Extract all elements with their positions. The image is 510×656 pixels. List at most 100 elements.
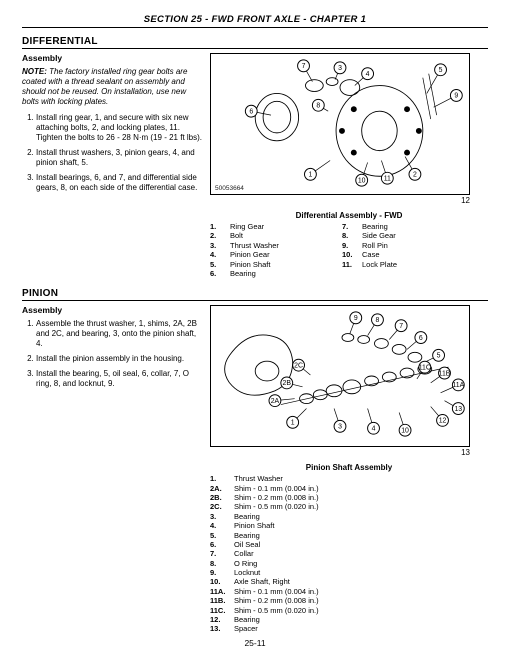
parts-cell: 10.	[342, 250, 358, 259]
parts-num: 3.	[210, 512, 230, 521]
svg-text:8: 8	[316, 103, 320, 110]
step-item: Assemble the thrust washer, 1, shims, 2A…	[36, 319, 202, 349]
svg-text:5: 5	[437, 353, 441, 360]
parts-num: 10.	[210, 577, 230, 586]
differential-fignum: 12	[210, 196, 470, 205]
parts-text: Shim - 0.5 mm (0.020 in.)	[234, 502, 470, 511]
svg-text:3: 3	[338, 65, 342, 72]
parts-num: 11B.	[210, 596, 230, 605]
step-item: Install the bearing, 5, oil seal, 6, col…	[36, 369, 202, 389]
svg-text:3: 3	[338, 424, 342, 431]
svg-text:4: 4	[366, 71, 370, 78]
differential-parts-title: Differential Assembly - FWD	[210, 211, 488, 220]
pinion-subhead: Assembly	[22, 305, 202, 315]
step-item: Install thrust washers, 3, pinion gears,…	[36, 148, 202, 168]
parts-num: 5.	[210, 531, 230, 540]
pinion-title: PINION	[22, 288, 488, 301]
parts-cell: Pinion Shaft	[230, 260, 338, 269]
svg-text:6: 6	[419, 335, 423, 342]
pinion-parts: 1.Thrust Washer2A.Shim - 0.1 mm (0.004 i…	[210, 474, 470, 633]
parts-cell: Pinion Gear	[230, 250, 338, 259]
svg-text:11C: 11C	[419, 365, 431, 372]
parts-cell: Bearing	[362, 222, 470, 231]
svg-text:9: 9	[454, 93, 458, 100]
parts-text: Spacer	[234, 624, 470, 633]
step-item: Install ring gear, 1, and secure with si…	[36, 113, 202, 143]
parts-cell: 11.	[342, 260, 358, 269]
parts-text: Bearing	[234, 615, 470, 624]
note-label: NOTE:	[22, 67, 47, 76]
parts-cell	[342, 269, 358, 278]
differential-figref: 50053664	[215, 185, 244, 192]
differential-columns: Assembly NOTE: The factory installed rin…	[22, 53, 488, 278]
svg-text:7: 7	[399, 323, 403, 330]
parts-text: Shim - 0.1 mm (0.004 in.)	[234, 587, 470, 596]
page-header: SECTION 25 - FWD FRONT AXLE - CHAPTER 1	[22, 14, 488, 27]
parts-num: 2B.	[210, 493, 230, 502]
parts-text: O Ring	[234, 559, 470, 568]
parts-num: 1.	[210, 474, 230, 483]
differential-right: 7345968110112 50053664 12 Differential A…	[210, 53, 488, 278]
parts-cell: 8.	[342, 231, 358, 240]
parts-num: 11C.	[210, 606, 230, 615]
parts-text: Thrust Washer	[234, 474, 470, 483]
svg-text:8: 8	[376, 317, 380, 324]
parts-cell: Case	[362, 250, 470, 259]
parts-num: 2C.	[210, 502, 230, 511]
parts-cell: Ring Gear	[230, 222, 338, 231]
svg-text:11: 11	[384, 176, 391, 183]
pinion-parts-title: Pinion Shaft Assembly	[210, 463, 488, 472]
svg-text:2C: 2C	[294, 363, 303, 370]
svg-text:1: 1	[309, 172, 313, 179]
svg-text:11B: 11B	[439, 371, 451, 378]
note-body: The factory installed ring gear bolts ar…	[22, 67, 187, 106]
parts-cell: 7.	[342, 222, 358, 231]
differential-diagram: 7345968110112	[211, 54, 469, 194]
parts-text: Locknut	[234, 568, 470, 577]
parts-text: Shim - 0.2 mm (0.008 in.)	[234, 493, 470, 502]
parts-cell: Bolt	[230, 231, 338, 240]
svg-text:6: 6	[249, 109, 253, 116]
parts-text: Oil Seal	[234, 540, 470, 549]
parts-cell	[362, 269, 470, 278]
svg-text:10: 10	[401, 428, 409, 435]
parts-num: 4.	[210, 521, 230, 530]
parts-num: 6.	[210, 540, 230, 549]
parts-cell: 9.	[342, 241, 358, 250]
parts-cell: Thrust Washer	[230, 241, 338, 250]
pinion-left: Assembly Assemble the thrust washer, 1, …	[22, 305, 202, 633]
parts-num: 9.	[210, 568, 230, 577]
svg-text:2B: 2B	[283, 380, 292, 387]
differential-title: DIFFERENTIAL	[22, 36, 488, 49]
parts-text: Bearing	[234, 531, 470, 540]
parts-cell: 2.	[210, 231, 226, 240]
svg-text:2: 2	[413, 172, 417, 179]
pinion-figure: 987652C2B2A1341011C11B11A1213	[210, 305, 470, 447]
differential-subhead: Assembly	[22, 53, 202, 63]
parts-text: Axle Shaft, Right	[234, 577, 470, 586]
svg-text:10: 10	[358, 178, 366, 185]
step-item: Install bearings, 6, and 7, and differen…	[36, 173, 202, 193]
parts-cell: 4.	[210, 250, 226, 259]
parts-cell: 6.	[210, 269, 226, 278]
pinion-steps: Assemble the thrust washer, 1, shims, 2A…	[22, 319, 202, 389]
header-rule	[22, 27, 488, 28]
step-item: Install the pinion assembly in the housi…	[36, 354, 202, 364]
pinion-fignum: 13	[210, 448, 470, 457]
differential-parts: 1.Ring Gear7.Bearing2.Bolt8.Side Gear3.T…	[210, 222, 470, 278]
parts-text: Collar	[234, 549, 470, 558]
parts-num: 7.	[210, 549, 230, 558]
svg-text:2A: 2A	[271, 398, 280, 405]
differential-left: Assembly NOTE: The factory installed rin…	[22, 53, 202, 278]
parts-cell: Lock Plate	[362, 260, 470, 269]
parts-text: Bearing	[234, 512, 470, 521]
parts-num: 12.	[210, 615, 230, 624]
svg-text:1: 1	[291, 420, 295, 427]
parts-num: 8.	[210, 559, 230, 568]
svg-text:7: 7	[302, 63, 306, 70]
parts-text: Shim - 0.2 mm (0.008 in.)	[234, 596, 470, 605]
pinion-columns: Assembly Assemble the thrust washer, 1, …	[22, 305, 488, 633]
parts-num: 11A.	[210, 587, 230, 596]
parts-num: 13.	[210, 624, 230, 633]
parts-text: Shim - 0.1 mm (0.004 in.)	[234, 484, 470, 493]
